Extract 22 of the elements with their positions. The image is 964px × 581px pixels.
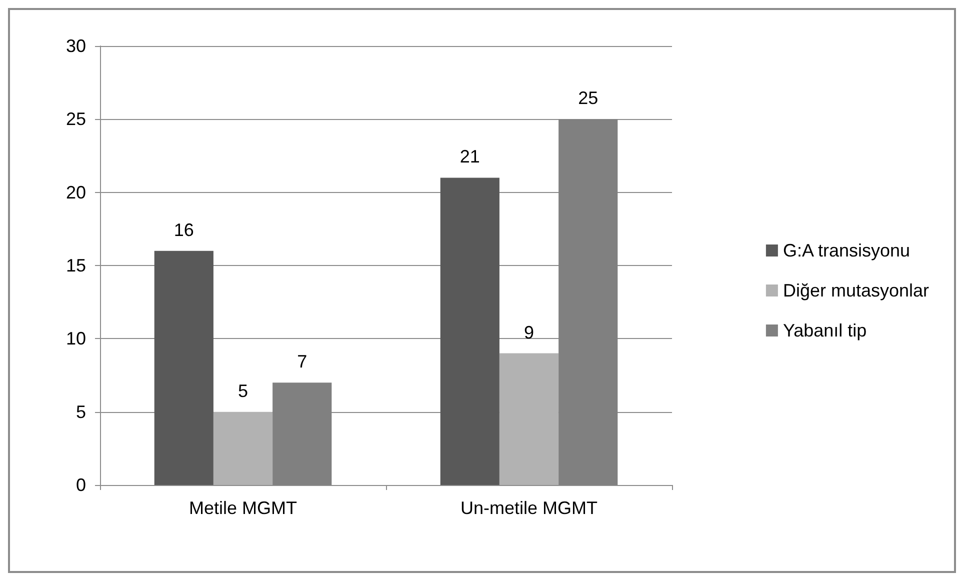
bar <box>499 353 559 485</box>
y-tick-label: 30 <box>66 36 86 56</box>
data-label: 5 <box>238 380 248 401</box>
y-tick-label: 5 <box>76 402 86 422</box>
bar <box>213 412 273 485</box>
y-tick-label: 15 <box>66 256 86 276</box>
x-tick-label: Un-metile MGMT <box>460 498 598 518</box>
y-tick-label: 0 <box>76 475 86 495</box>
bar <box>154 250 214 485</box>
data-label: 16 <box>174 220 194 240</box>
y-tick-label: 20 <box>66 182 86 202</box>
data-label: 21 <box>460 146 480 167</box>
y-tick-label: 25 <box>66 109 86 130</box>
data-label: 9 <box>524 322 534 342</box>
data-label: 25 <box>578 88 598 108</box>
bar <box>440 178 500 485</box>
legend-label: G:A transisyonu <box>782 240 910 260</box>
x-tick-label: Metile MGMT <box>189 498 298 518</box>
legend-label: Diğer mutasyonlar <box>782 280 930 300</box>
data-label: 7 <box>297 352 308 372</box>
legend-label: Yabanıl tip <box>782 320 867 340</box>
y-tick-label: 10 <box>66 328 86 349</box>
